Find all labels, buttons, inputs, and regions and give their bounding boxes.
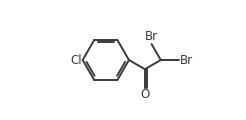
Text: Br: Br <box>145 30 158 43</box>
Text: O: O <box>140 88 150 101</box>
Text: Cl: Cl <box>70 54 82 66</box>
Text: Br: Br <box>180 54 193 66</box>
